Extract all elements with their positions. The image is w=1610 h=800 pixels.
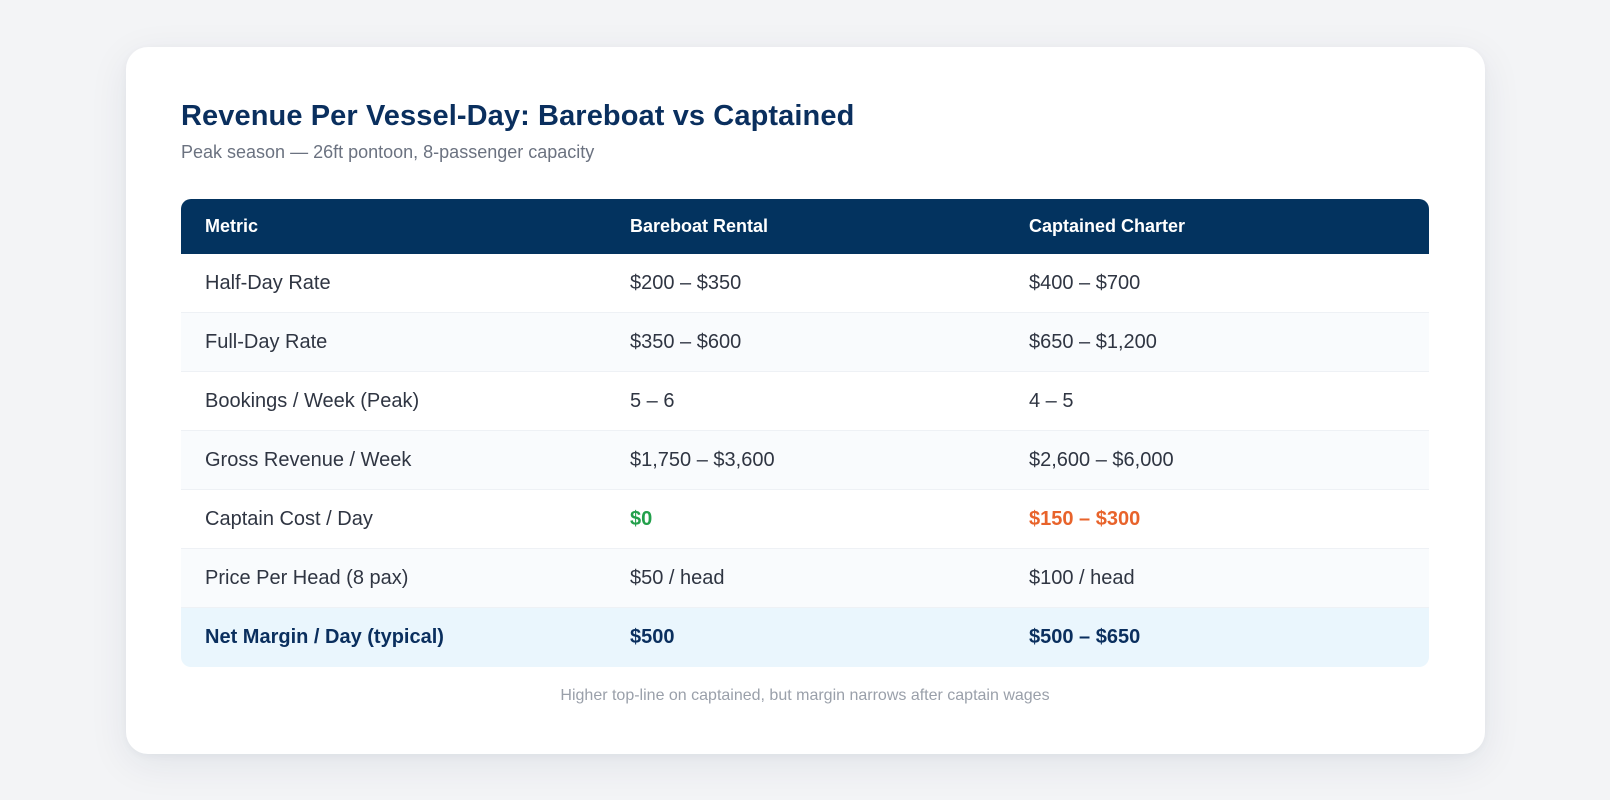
captained-captain-cost-cell: $150 – $300 [1029, 507, 1141, 530]
captained-cell: 4 – 5 [1029, 389, 1074, 412]
metric-cell: Net Margin / Day (typical) [205, 626, 444, 648]
table-row: Full-Day Rate $350 – $600 $650 – $1,200 [181, 313, 1429, 372]
bareboat-cell: $500 [630, 626, 675, 648]
captained-cell: $100 / head [1029, 566, 1135, 589]
comparison-card: Revenue Per Vessel-Day: Bareboat vs Capt… [126, 47, 1485, 754]
bareboat-cell: $50 / head [630, 566, 725, 589]
footnote: Higher top-line on captained, but margin… [560, 687, 1050, 704]
bareboat-cell: 5 – 6 [630, 389, 675, 412]
header-metric: Metric [205, 216, 259, 236]
page-title: Revenue Per Vessel-Day: Bareboat vs Capt… [181, 100, 855, 132]
header-bareboat: Bareboat Rental [630, 216, 769, 236]
metric-cell: Gross Revenue / Week [205, 448, 412, 471]
metric-cell: Half-Day Rate [205, 271, 331, 294]
table-row: Half-Day Rate $200 – $350 $400 – $700 [181, 254, 1429, 313]
bareboat-cell: $350 – $600 [630, 330, 742, 353]
table-header-row: Metric Bareboat Rental Captained Charter [181, 199, 1429, 254]
captained-cell: $400 – $700 [1029, 271, 1141, 294]
metric-cell: Price Per Head (8 pax) [205, 566, 409, 589]
bareboat-cell: $200 – $350 [630, 271, 742, 294]
bareboat-captain-cost-cell: $0 [630, 507, 653, 530]
captained-cell: $650 – $1,200 [1029, 330, 1157, 353]
table-row: Gross Revenue / Week $1,750 – $3,600 $2,… [181, 431, 1429, 490]
table-row: Captain Cost / Day $0 $150 – $300 [181, 490, 1429, 549]
captained-cell: $500 – $650 [1029, 626, 1141, 648]
page-subtitle: Peak season — 26ft pontoon, 8-passenger … [181, 142, 595, 162]
metric-cell: Full-Day Rate [205, 330, 328, 353]
table-row-net-margin: Net Margin / Day (typical) $500 $500 – $… [181, 608, 1429, 667]
table-row: Bookings / Week (Peak) 5 – 6 4 – 5 [181, 372, 1429, 431]
bareboat-cell: $1,750 – $3,600 [630, 448, 775, 471]
comparison-table: Metric Bareboat Rental Captained Charter… [181, 199, 1429, 667]
metric-cell: Captain Cost / Day [205, 507, 373, 530]
header-captained: Captained Charter [1029, 216, 1186, 236]
table-row: Price Per Head (8 pax) $50 / head $100 /… [181, 549, 1429, 608]
captained-cell: $2,600 – $6,000 [1029, 448, 1174, 471]
metric-cell: Bookings / Week (Peak) [205, 389, 420, 412]
